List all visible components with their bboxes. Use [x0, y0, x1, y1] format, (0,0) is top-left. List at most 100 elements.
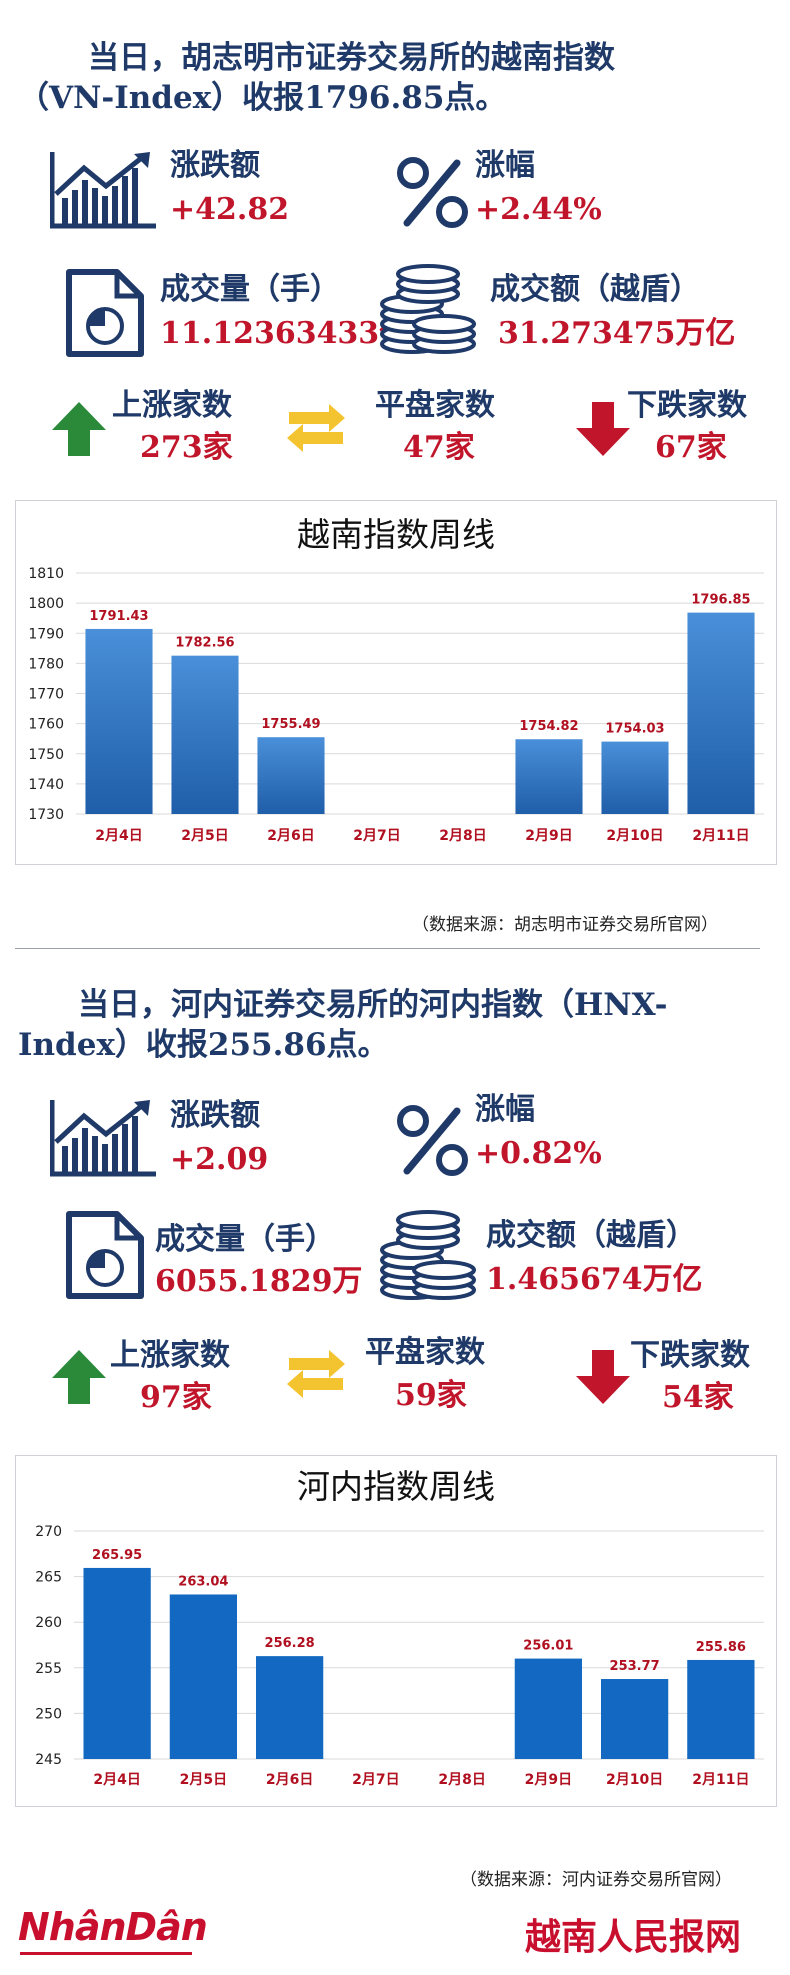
- bar-2月6日: [255, 1656, 324, 1759]
- vn-source-note: （数据来源：胡志明市证券交易所官网）: [412, 915, 718, 935]
- nhandan-logo: NhânDân: [18, 1905, 208, 1949]
- up-arrow-icon: [52, 1350, 106, 1404]
- vn-down-label: 下跌家数: [627, 388, 747, 423]
- hnx-volume-label: 成交量（手）: [155, 1222, 335, 1257]
- bar-2月11日: [687, 1659, 755, 1759]
- bar-2月4日: [85, 628, 153, 814]
- y-tick-label: 245: [35, 1752, 62, 1768]
- coin-stack-icon: [380, 264, 476, 354]
- percent-icon: [397, 157, 468, 228]
- x-tick-label: 2月7日: [353, 828, 400, 844]
- x-tick-label: 2月6日: [267, 828, 314, 844]
- data-label: 1791.43: [89, 609, 148, 624]
- x-tick-label: 2月9日: [525, 828, 572, 844]
- y-tick-label: 1800: [28, 596, 64, 612]
- bar-2月4日: [83, 1567, 151, 1759]
- vn-chart-box: 越南指数周线 1730 1740 1750 1760 1770 1780 1790 1800 18…: [15, 500, 777, 865]
- y-tick-label: 1810: [28, 566, 64, 582]
- hnx-down-label: 下跌家数: [630, 1338, 750, 1373]
- x-tick-label: 2月8日: [438, 1772, 485, 1788]
- hnx-source-note: （数据来源：河内证券交易所官网）: [460, 1870, 732, 1890]
- y-tick-label: 1760: [28, 717, 64, 733]
- trend-chart-icon: [50, 152, 156, 229]
- bar-2月5日: [169, 1594, 238, 1759]
- brand-name: 越南人民报网: [525, 1917, 742, 1958]
- vn-flat-label: 平盘家数: [375, 388, 495, 423]
- y-tick-label: 265: [35, 1570, 62, 1586]
- x-tick-label: 2月8日: [439, 828, 486, 844]
- headline-hnx-line2: Index）收报255.86点。: [18, 1027, 389, 1063]
- hnx-up-value: 97家: [140, 1380, 212, 1415]
- data-label: 256.28: [265, 1636, 315, 1651]
- x-tick-label: 2月4日: [95, 828, 142, 844]
- hnx-change-value: +2.09: [170, 1142, 269, 1177]
- hnx-turnover-value: 1.465674万亿: [486, 1262, 703, 1297]
- data-label: 253.77: [610, 1659, 660, 1674]
- hnx-down-value: 54家: [662, 1380, 734, 1415]
- data-label: 1782.56: [175, 636, 234, 651]
- chart-title: 越南指数周线: [297, 515, 495, 554]
- y-tick-label: 250: [35, 1706, 62, 1722]
- x-tick-label: 2月11日: [692, 1772, 749, 1788]
- bar-2月5日: [171, 655, 239, 814]
- bar-2月6日: [257, 737, 325, 814]
- hnx-flat-label: 平盘家数: [365, 1335, 485, 1370]
- headline-vn-line2: （VN-Index）收报1796.85点。: [18, 80, 507, 116]
- up-arrow-icon: [52, 402, 106, 456]
- y-tick-label: 1740: [28, 777, 64, 793]
- y-tick-label: 270: [35, 1524, 62, 1540]
- swap-arrows-icon: [287, 1350, 345, 1398]
- section-divider: [15, 948, 760, 949]
- data-label: 263.04: [178, 1574, 228, 1589]
- data-label: 1754.03: [605, 722, 664, 737]
- vn-flat-value: 47家: [403, 430, 475, 465]
- vn-up-value: 273家: [140, 430, 233, 465]
- vn-change-value: +42.82: [170, 192, 290, 227]
- vn-down-value: 67家: [655, 430, 727, 465]
- data-label: 265.95: [92, 1548, 142, 1563]
- hnx-index-chart: 河内指数周线 245 250 255 260 265 270 265.95 2月4日 263.04…: [35, 1467, 764, 1788]
- x-tick-label: 2月11日: [692, 828, 749, 844]
- vn-turnover-value: 31.273475万亿: [498, 316, 736, 351]
- hnx-pct-value: +0.82%: [475, 1136, 602, 1171]
- vn-pct-value: +2.44%: [475, 192, 602, 227]
- vn-index-chart: 越南指数周线 1730 1740 1750 1760 1770 1780 1790 1800 18…: [28, 515, 764, 844]
- bar-2月11日: [687, 612, 755, 814]
- logo-underline: [20, 1952, 192, 1955]
- document-chart-icon: [66, 1211, 144, 1299]
- x-tick-label: 2月4日: [93, 1772, 140, 1788]
- x-tick-label: 2月5日: [181, 828, 228, 844]
- x-tick-label: 2月7日: [352, 1772, 399, 1788]
- hnx-volume-value: 6055.1829万: [155, 1264, 363, 1299]
- y-tick-label: 1750: [28, 747, 64, 763]
- vn-turnover-label: 成交额（越盾）: [490, 272, 700, 307]
- vn-volume-label: 成交量（手）: [160, 272, 340, 307]
- down-arrow-icon: [576, 402, 630, 456]
- x-tick-label: 2月10日: [606, 828, 663, 844]
- y-tick-label: 1770: [28, 687, 64, 703]
- hnx-change-label: 涨跌额: [170, 1098, 260, 1133]
- bar-2月10日: [601, 741, 669, 814]
- x-tick-label: 2月9日: [525, 1772, 572, 1788]
- y-tick-label: 1730: [28, 807, 64, 823]
- down-arrow-icon: [576, 1350, 630, 1404]
- bar-2月10日: [600, 1679, 669, 1759]
- data-label: 1755.49: [261, 717, 320, 732]
- vn-volume-value: 11.12363433亿: [160, 316, 410, 351]
- x-tick-label: 2月6日: [266, 1772, 313, 1788]
- vn-change-label: 涨跌额: [170, 148, 260, 183]
- y-tick-label: 1780: [28, 656, 64, 672]
- coin-stack-icon: [380, 1210, 476, 1300]
- data-label: 1754.82: [519, 719, 578, 734]
- hnx-pct-label: 涨幅: [475, 1092, 535, 1127]
- y-tick-label: 1790: [28, 626, 64, 642]
- vn-pct-label: 涨幅: [475, 148, 535, 183]
- data-label: 1796.85: [691, 593, 750, 608]
- data-label: 256.01: [523, 1639, 573, 1654]
- chart-title: 河内指数周线: [297, 1467, 495, 1506]
- hnx-turnover-label: 成交额（越盾）: [486, 1218, 696, 1253]
- y-tick-label: 260: [35, 1615, 62, 1631]
- bar-2月9日: [515, 739, 583, 814]
- hnx-chart-box: 河内指数周线 245 250 255 260 265 270 265.95 2月4日 263.04…: [15, 1455, 777, 1807]
- x-tick-label: 2月5日: [180, 1772, 227, 1788]
